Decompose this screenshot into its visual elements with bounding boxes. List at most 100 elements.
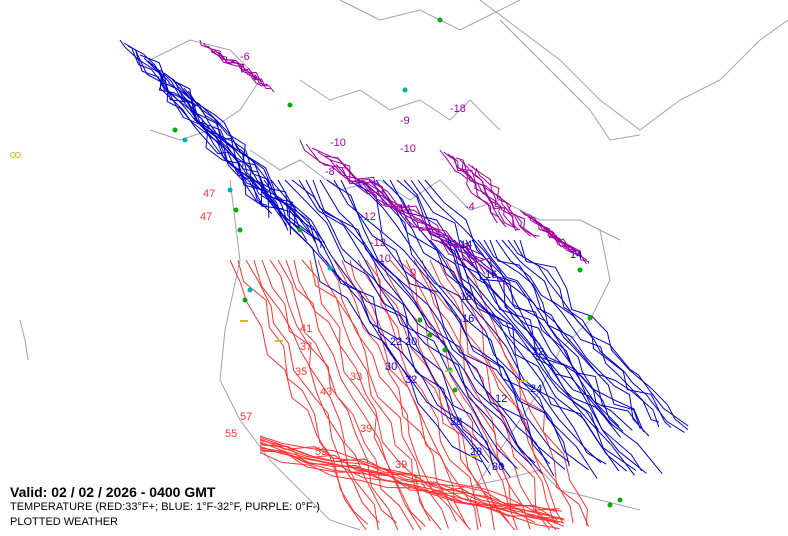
warm-contour [413, 259, 551, 531]
cold-contour [495, 239, 660, 423]
contour-label: 43 [320, 386, 332, 398]
weather-symbol [182, 137, 188, 143]
contour-label: -9 [400, 115, 410, 127]
contour-label: 55 [225, 428, 237, 440]
frigid-contour [299, 139, 453, 254]
cold-contour [441, 239, 620, 427]
contour-label: 28 [450, 416, 462, 428]
warm-contour [259, 450, 559, 524]
warm-contour [259, 443, 565, 521]
weather-symbol [247, 287, 253, 293]
contour-label: 57 [240, 411, 252, 423]
weather-symbol [437, 17, 443, 23]
warm-contour [277, 259, 415, 531]
warm-contour [253, 259, 379, 531]
contour-label: 35 [295, 366, 307, 378]
frigid-contour [451, 155, 515, 228]
frigid-contour [329, 159, 486, 275]
cold-contour [429, 239, 599, 431]
contour-label: 16 [485, 269, 497, 281]
cold-contour [319, 179, 555, 477]
cold-contour [326, 179, 550, 465]
contour-label: -10 [375, 253, 391, 265]
frigid-contour [540, 223, 590, 264]
contour-label: 18 [460, 291, 472, 303]
contour-label: 37 [300, 341, 312, 353]
weather-symbol [233, 207, 239, 213]
warm-contour [349, 259, 479, 531]
cold-contour [277, 179, 505, 468]
contour-label: 47 [203, 188, 215, 200]
frigid-contour [335, 163, 494, 278]
warm-contour [259, 440, 558, 521]
weather-symbol [587, 315, 593, 321]
warm-contour [237, 259, 368, 525]
cold-contour [477, 239, 641, 430]
contour-lines [119, 39, 689, 531]
contour-label: 20 [405, 336, 417, 348]
weather-symbol [617, 497, 623, 503]
cold-contour [417, 179, 643, 472]
warm-contour [259, 452, 560, 530]
contour-label: 32 [405, 374, 417, 386]
warm-contour [461, 259, 589, 526]
cold-contour [368, 179, 602, 464]
cold-contour [249, 179, 483, 463]
frigid-contour [467, 163, 531, 237]
contour-label: 16 [462, 313, 474, 325]
haze-symbol [520, 380, 528, 382]
contour-label: -4 [465, 201, 475, 213]
cold-contour [179, 84, 326, 244]
cold-contour [333, 179, 566, 470]
contour-label: 39 [395, 459, 407, 471]
frigid-contour [443, 151, 505, 225]
weather-symbol [287, 102, 293, 108]
contour-label: -10 [330, 137, 346, 149]
cold-contour [151, 63, 289, 231]
contour-label: 47 [200, 211, 212, 223]
warm-contour [333, 259, 471, 531]
haze-symbol [445, 370, 453, 372]
contour-label: 0 [410, 267, 416, 279]
weather-symbol [607, 502, 613, 508]
contour-label: 22 [390, 336, 402, 348]
cold-contour [163, 72, 305, 232]
contour-label: -18 [450, 103, 466, 115]
weather-symbol [427, 332, 433, 338]
warm-contour [259, 438, 562, 512]
weather-symbol [327, 265, 333, 271]
warm-contour [261, 259, 398, 524]
warm-contour [437, 259, 564, 524]
contour-label: -6 [240, 51, 250, 63]
weather-symbol [417, 317, 423, 323]
weather-symbol [172, 127, 178, 133]
contour-label: 12 [495, 393, 507, 405]
frigid-contour [528, 215, 581, 257]
warm-contour [357, 259, 482, 528]
haze-symbol [470, 455, 478, 457]
weather-symbol [442, 347, 448, 353]
cold-contour [354, 179, 589, 471]
contour-label: 14 [570, 249, 582, 261]
warm-contour [259, 449, 565, 524]
contour-label: 53 [315, 446, 327, 458]
cold-contour [284, 179, 511, 478]
warm-contour [259, 447, 564, 527]
cold-contour [519, 239, 689, 431]
frigid-contour [463, 161, 521, 231]
warm-contour [269, 259, 399, 531]
cold-contour [270, 179, 495, 469]
frigid-contour [459, 159, 519, 231]
contour-label: -12 [370, 237, 386, 249]
contour-label: 24 [530, 383, 542, 395]
frigid-contour [447, 153, 507, 228]
weather-symbol [237, 227, 243, 233]
weather-symbol [452, 387, 458, 393]
frigid-contour [215, 51, 275, 93]
cold-contour [396, 179, 637, 471]
map-legend: Valid: 02 / 02 / 2026 - 0400 GMT TEMPERA… [10, 484, 320, 530]
cold-contour [147, 60, 288, 226]
warm-contour [373, 259, 510, 523]
